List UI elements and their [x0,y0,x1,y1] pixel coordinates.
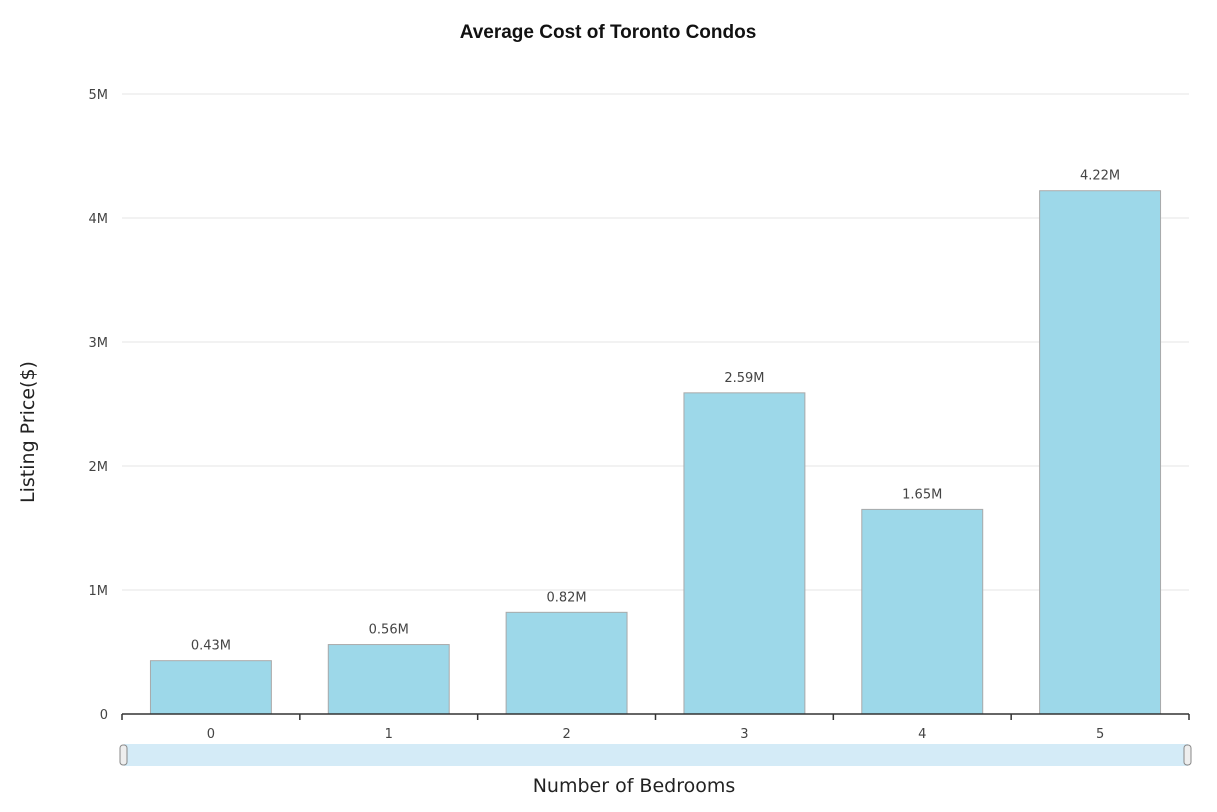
x-tick-label: 0 [207,727,215,742]
bar[interactable] [505,611,628,715]
data-label: 1.65M [902,487,942,502]
bar[interactable] [327,644,450,715]
y-tick-label: 2M [89,460,109,475]
scrollbar-right-handle[interactable] [1183,744,1192,766]
scrollbar-track[interactable] [124,744,1188,766]
y-tick-label: 0 [100,708,108,723]
data-label: 2.59M [724,371,764,386]
y-tick-label: 5M [89,88,109,103]
y-axis-ticks: 0 1M 2M 3M 4M 5M [89,88,109,723]
y-tick-label: 1M [89,584,109,599]
data-label: 0.82M [546,590,586,605]
x-tick-label: 1 [385,727,393,742]
bar[interactable] [149,660,272,715]
scrollbar-left-handle[interactable] [119,744,128,766]
bars [149,190,1162,715]
x-tick-label: 3 [740,727,748,742]
y-tick-label: 4M [89,212,109,227]
bar[interactable] [861,508,984,715]
y-tick-label: 3M [89,336,109,351]
gridlines [122,93,1189,591]
chart-title: Average Cost of Toronto Condos [460,22,757,43]
x-axis-ticks: 0 1 2 3 4 5 [121,714,1190,742]
x-scrollbar[interactable] [119,744,1192,766]
x-tick-label: 2 [562,727,570,742]
x-tick-label: 5 [1096,727,1104,742]
x-tick-label: 4 [918,727,926,742]
x-axis-title: Number of Bedrooms [533,775,736,797]
bar[interactable] [683,392,806,715]
data-label: 4.22M [1080,169,1120,184]
bar[interactable] [1039,190,1162,715]
y-axis-title: Listing Price($) [17,361,39,503]
data-label: 0.43M [191,639,231,654]
data-label: 0.56M [369,623,409,638]
data-labels: 0.43M 0.56M 0.82M 2.59M 1.65M 4.22M [191,169,1120,654]
